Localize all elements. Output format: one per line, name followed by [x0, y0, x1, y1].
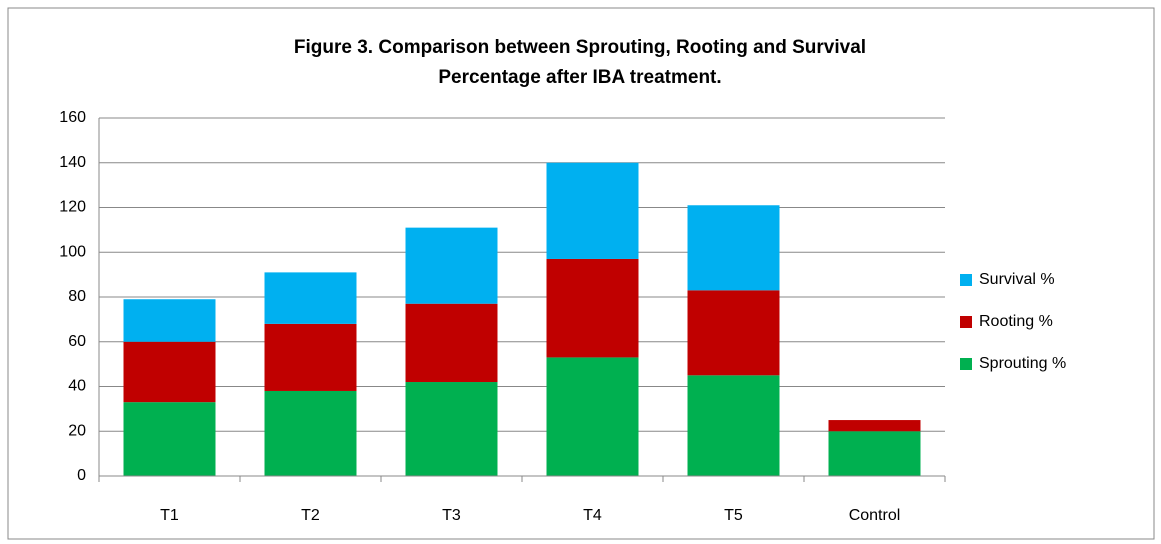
bar-segment [405, 227, 498, 304]
x-tick-label: Control [849, 507, 901, 524]
bar-segment [123, 299, 216, 342]
y-tick-label: 80 [68, 288, 86, 305]
x-tick-label: T1 [160, 507, 179, 524]
bar-segment [687, 375, 780, 476]
legend-label: Survival % [979, 271, 1055, 288]
bar-segment [687, 205, 780, 291]
bar-segment [828, 431, 921, 476]
bar-segment [828, 420, 921, 432]
y-tick-label: 20 [68, 422, 86, 439]
y-tick-label: 160 [59, 109, 86, 126]
bar-segment [264, 323, 357, 391]
y-tick-label: 0 [77, 467, 86, 484]
bar-segment [546, 162, 639, 259]
bar-segment [687, 290, 780, 376]
y-tick-label: 40 [68, 378, 86, 395]
bar-segment [405, 382, 498, 476]
x-tick-label: T2 [301, 507, 320, 524]
legend-swatch [960, 358, 972, 370]
chart-title: Figure 3. Comparison between Sprouting, … [294, 37, 866, 58]
bar-segment [264, 272, 357, 324]
bar-segment [405, 303, 498, 383]
bar-segment [546, 258, 639, 358]
legend-label: Sprouting % [979, 355, 1066, 372]
x-tick-label: T5 [724, 507, 743, 524]
y-tick-label: 120 [59, 199, 86, 216]
y-tick-label: 100 [59, 243, 86, 260]
legend-swatch [960, 274, 972, 286]
x-tick-label: T3 [442, 507, 461, 524]
legend-label: Rooting % [979, 313, 1053, 330]
chart-title: Percentage after IBA treatment. [438, 67, 721, 88]
bar-segment [123, 341, 216, 403]
bar-segment [123, 402, 216, 476]
bar-segment [264, 390, 357, 476]
legend-swatch [960, 316, 972, 328]
x-tick-label: T4 [583, 507, 602, 524]
y-tick-label: 140 [59, 154, 86, 171]
y-tick-label: 60 [68, 333, 86, 350]
bar-segment [546, 357, 639, 476]
